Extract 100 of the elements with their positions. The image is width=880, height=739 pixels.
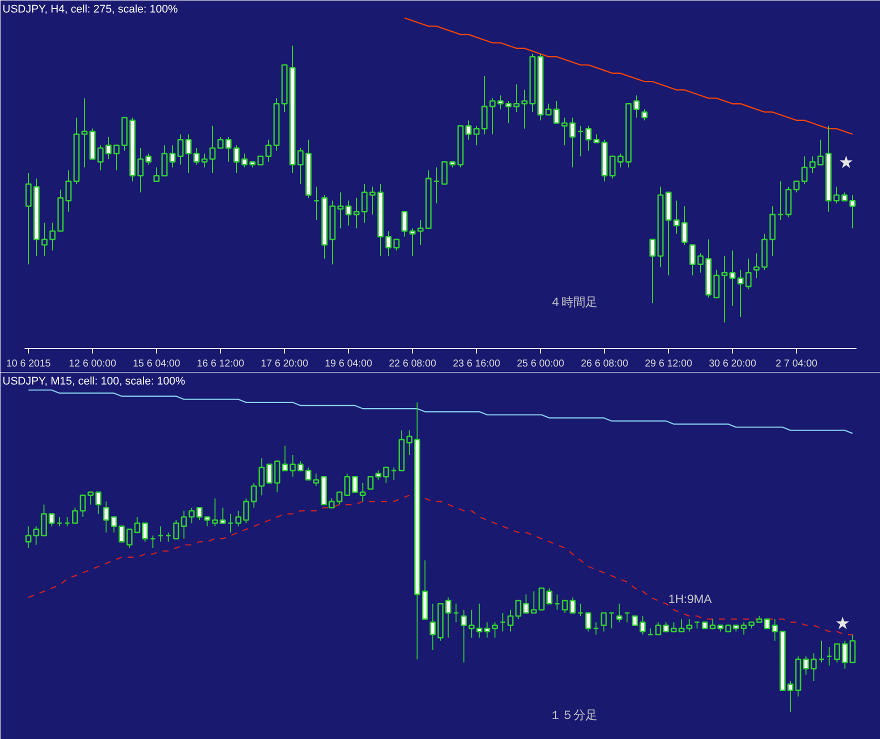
candlestick: [201, 153, 208, 168]
candlestick: [729, 250, 736, 306]
candlestick: [616, 603, 622, 623]
candlestick: [241, 153, 248, 168]
candlestick: [367, 476, 374, 490]
x-tick-label: 25 6 00:00: [516, 358, 565, 370]
candlestick: [465, 120, 472, 140]
x-tick-label: 19 6 04:00: [324, 358, 373, 370]
candlestick: [217, 136, 224, 149]
candlestick: [513, 84, 520, 113]
x-tick-label: 29 6 12:00: [644, 358, 693, 370]
candlestick: [81, 98, 88, 168]
candlestick: [72, 507, 78, 524]
candlestick: [345, 200, 352, 226]
candlestick: [553, 100, 560, 124]
x-tick-label: 30 6 20:00: [708, 358, 757, 370]
candlestick: [56, 516, 63, 527]
candlestick: [833, 186, 840, 204]
candlestick: [777, 180, 784, 221]
candlestick: [233, 144, 240, 174]
candlestick: [145, 153, 152, 166]
annotation: １５分足: [550, 708, 598, 722]
candlestick: [33, 526, 40, 546]
candlestick: [433, 166, 440, 204]
candlestick: [225, 136, 232, 162]
annotation: ★: [835, 614, 850, 634]
candlestick: [492, 622, 498, 638]
candlestick: [353, 197, 360, 229]
x-tick-label: 10 6 2015: [6, 358, 52, 370]
candlestick: [569, 117, 576, 168]
candlestick: [600, 612, 607, 632]
candlestick: [772, 618, 778, 642]
candlestick: [641, 108, 648, 121]
candlestick: [41, 222, 48, 257]
candlestick: [369, 186, 376, 215]
candlestick: [585, 125, 592, 152]
candlestick: [173, 520, 180, 540]
candlestick: [453, 603, 460, 623]
candlestick: [185, 134, 192, 174]
candlestick: [801, 156, 808, 185]
x-tick-label: 17 6 20:00: [260, 358, 309, 370]
candlestick: [505, 100, 512, 124]
candlestick: [609, 156, 616, 179]
candlestick: [608, 612, 615, 629]
candlestick: [489, 98, 496, 135]
candlestick: [624, 612, 630, 623]
candlestick: [409, 228, 416, 257]
candlestick: [826, 646, 832, 666]
candlestick: [161, 144, 168, 176]
candlestick: [473, 125, 480, 146]
chart-title: USDJPY, M15, cell: 100, scale: 100%: [2, 376, 186, 388]
candlestick: [393, 238, 400, 251]
candlestick: [697, 252, 704, 274]
candlestick: [265, 139, 272, 162]
candlestick: [313, 186, 320, 221]
candlestick: [158, 526, 164, 542]
candlestick: [337, 192, 344, 229]
candlestick: [65, 170, 72, 212]
x-tick-label: 26 6 08:00: [580, 358, 629, 370]
candlestick: [561, 117, 568, 146]
candlestick: [592, 622, 600, 636]
candlestick: [209, 125, 216, 174]
candlestick: [169, 144, 176, 168]
candlestick: [361, 184, 368, 224]
candlestick: [721, 256, 728, 323]
candlestick: [500, 612, 506, 632]
x-tick-label: 22 6 08:00: [388, 358, 437, 370]
candlestick: [258, 458, 265, 496]
candlestick: [849, 194, 856, 229]
annotation: 1H:9MA: [668, 592, 712, 606]
candlestick: [95, 492, 102, 514]
candlestick: [497, 94, 504, 110]
candlestick: [188, 507, 195, 524]
candlestick: [401, 211, 408, 238]
candlestick: [64, 516, 70, 527]
candlestick: [793, 180, 800, 193]
candlestick: [577, 125, 584, 157]
candlestick: [545, 103, 552, 116]
candlestick: [103, 500, 110, 533]
candlestick: [150, 535, 156, 548]
candlestick: [753, 252, 760, 279]
x-tick-label: 15 6 04:00: [132, 358, 181, 370]
candlestick: [481, 76, 488, 135]
candlestick: [585, 612, 592, 632]
annotation: ★: [838, 153, 854, 172]
candlestick: [554, 594, 560, 610]
candlestick: [818, 640, 825, 663]
candlestick: [521, 89, 528, 130]
candlestick: [745, 258, 752, 290]
candlestick: [49, 222, 56, 251]
candlestick: [649, 238, 656, 304]
candlestick: [417, 220, 424, 246]
candlestick: [297, 148, 304, 185]
x-tick-label: 16 6 12:00: [196, 358, 245, 370]
candlestick: [441, 161, 448, 185]
candlestick: [105, 136, 112, 160]
candlestick: [196, 506, 202, 521]
candlestick: [97, 144, 104, 171]
candlestick: [577, 603, 584, 617]
candlestick: [228, 513, 234, 533]
